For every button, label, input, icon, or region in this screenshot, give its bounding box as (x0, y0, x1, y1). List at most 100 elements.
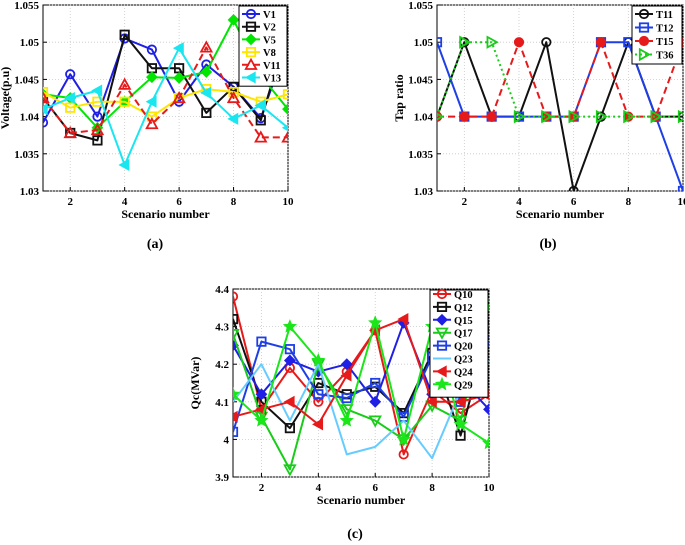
legend-entry-Q10: Q10 (433, 288, 473, 301)
legend-label: Q23 (454, 355, 473, 366)
legend-entry-Q24: Q24 (433, 365, 473, 378)
data-point-Q29 (233, 386, 241, 401)
x-tick-label: 10 (283, 196, 295, 208)
legend-swatch-marker (245, 8, 257, 20)
legend-entry-V13: V13 (242, 71, 281, 85)
data-point-Q24 (340, 369, 352, 382)
data-point-V8 (119, 96, 130, 107)
legend-swatch-marker (435, 327, 449, 340)
data-point-V2 (92, 135, 103, 146)
data-point-Q20 (233, 426, 239, 437)
data-point-V5 (227, 13, 240, 26)
x-tick-label: 2 (67, 196, 73, 208)
y-tick-label: 4.3 (215, 322, 229, 334)
data-point-V13 (281, 124, 288, 132)
legend-label: Q24 (454, 367, 473, 378)
y-tick-label: 4 (224, 434, 230, 446)
legend-entry-Q29: Q29 (433, 376, 473, 391)
legend-swatch-marker (245, 33, 257, 46)
data-point-T36 (568, 109, 581, 124)
legend-label: Q29 (454, 380, 473, 391)
data-point-V11 (226, 90, 241, 104)
data-point-V11 (199, 40, 214, 53)
chart-panel-b: 2 4 6 8 10 1.03 1.035 1.04 1.045 1.05 1.055 Scenari… (392, 0, 685, 252)
data-point-V13 (254, 99, 266, 112)
data-point-Q12 (455, 430, 466, 441)
series-line-V11 (43, 46, 288, 139)
data-point-Q24 (454, 395, 466, 408)
data-point-Q29 (481, 435, 489, 450)
data-point-V13 (172, 42, 184, 55)
data-point-V11 (145, 116, 159, 130)
y-tick-label: 1.035 (14, 149, 39, 161)
data-point-V13 (91, 84, 103, 97)
legend-label: T12 (656, 24, 674, 35)
data-point-T36 (595, 109, 609, 124)
series-group (437, 35, 683, 191)
data-point-Q20 (284, 344, 295, 355)
series-line-Q23 (233, 359, 489, 460)
legend: T11 T12 T15 T36 (631, 5, 683, 65)
data-point-Q12 (284, 423, 295, 434)
data-point-Q17 (283, 464, 297, 477)
y-tick-label: 4.4 (215, 284, 229, 296)
legend-label: T36 (656, 51, 674, 62)
chart-panel-c: 2 4 6 8 10 3.9 4 4.1 4.2 4.3 4.4 Scenario number Qc(… (188, 284, 495, 542)
data-point-T15 (513, 37, 525, 48)
legend-swatch-marker (245, 21, 257, 32)
legend-entry-Q12: Q12 (433, 301, 473, 314)
legend-entry-T11: T11 (635, 8, 673, 21)
series-line-Q24 (233, 318, 489, 426)
y-tick-label: 1.05 (414, 37, 434, 49)
data-point-T36 (513, 109, 527, 124)
data-point-Q20 (370, 377, 381, 389)
panel-label: (b) (539, 237, 556, 252)
data-point-V11 (43, 90, 50, 104)
x-tick-label: 6 (176, 196, 182, 208)
data-point-T12 (677, 185, 683, 191)
legend-entry-V11: V11 (242, 57, 281, 72)
x-tick-label: 10 (678, 196, 685, 208)
data-point-V13 (200, 86, 212, 99)
legend-swatch-marker (245, 47, 257, 58)
data-point-V11 (63, 125, 77, 139)
data-point-Q29 (396, 431, 411, 446)
data-point-V13 (43, 103, 48, 116)
legend-entry-T12: T12 (635, 22, 674, 35)
data-point-V1 (43, 117, 49, 128)
legend-label: Q12 (454, 303, 473, 314)
data-point-T11 (541, 37, 552, 48)
legend-swatch-marker (638, 22, 650, 33)
x-tick-label: 8 (626, 196, 632, 208)
data-point-T36 (623, 109, 636, 124)
legend-entry-V5: V5 (242, 33, 276, 46)
x-axis-label: Scenario number (317, 493, 406, 507)
x-tick-label: 10 (484, 482, 496, 494)
data-point-Q29 (282, 319, 298, 333)
legend-label: Q10 (454, 290, 473, 301)
x-tick-label: 4 (122, 196, 128, 208)
data-point-V11 (281, 130, 288, 143)
data-point-V1 (65, 69, 76, 80)
data-point-Q15 (283, 354, 296, 367)
legend-label: Q20 (454, 342, 473, 353)
legend-entry-V8: V8 (242, 47, 276, 59)
series-line-V8 (43, 88, 288, 118)
legend-label: Q17 (454, 329, 473, 340)
data-point-Q24 (425, 395, 437, 408)
legend-entry-V2: V2 (242, 21, 276, 34)
data-point-V5 (282, 103, 288, 116)
y-tick-label: 3.9 (215, 472, 229, 484)
y-axis-label: Voltage(p.u) (0, 67, 12, 130)
data-point-V11 (117, 77, 132, 90)
data-point-V8 (146, 111, 157, 122)
data-point-V11 (172, 90, 186, 104)
y-axis-label: Tap ratio (392, 74, 406, 121)
x-axis-label: Scenario number (516, 207, 605, 221)
series-line-V13 (43, 47, 288, 166)
data-point-T36 (486, 35, 499, 49)
y-tick-label: 1.045 (408, 74, 433, 86)
data-point-T36 (459, 35, 472, 49)
